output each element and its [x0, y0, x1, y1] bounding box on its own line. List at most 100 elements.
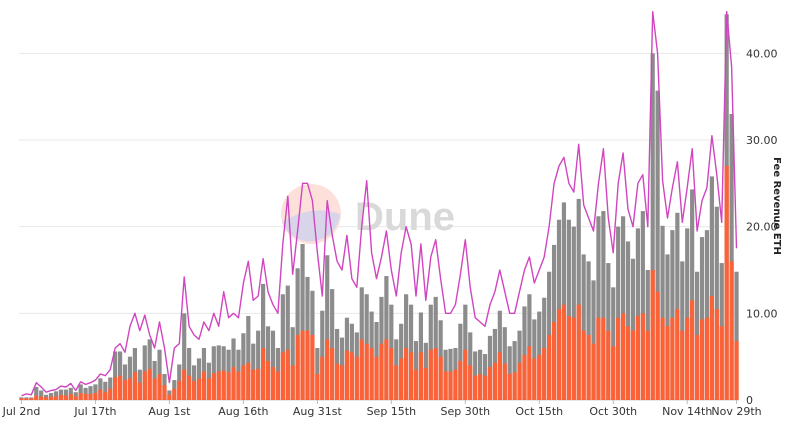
orange-bar [394, 365, 399, 400]
x-axis-ticks: Jul 2nd Jul 17th Aug 1st Aug 16th Aug 31st Se… [2, 400, 762, 418]
orange-bar [611, 346, 616, 400]
gray-bar [675, 212, 680, 400]
x-tick-label: Sep 15th [367, 405, 417, 418]
orange-bar [196, 378, 202, 400]
orange-bar [423, 367, 428, 400]
orange-bar [724, 166, 729, 400]
gray-bar [113, 351, 118, 400]
orange-bar [601, 317, 606, 400]
gray-bar [270, 330, 276, 400]
orange-bar [152, 378, 157, 400]
gray-bar [98, 378, 103, 400]
orange-bar [221, 370, 226, 400]
x-tick-label: Aug 31st [293, 405, 343, 418]
orange-bar [685, 317, 690, 400]
orange-bar [522, 354, 527, 400]
orange-bar [561, 304, 567, 400]
orange-bar [103, 392, 108, 400]
orange-bar [305, 330, 310, 400]
orange-bar [364, 343, 369, 400]
orange-bar [211, 373, 216, 400]
orange-bar [660, 317, 665, 400]
orange-bar [78, 393, 83, 400]
orange-bar [650, 270, 655, 400]
orange-bar [191, 380, 197, 400]
gray-bar [616, 226, 621, 400]
gray-bar [127, 356, 133, 400]
gray-bar [621, 216, 626, 400]
orange-bar [428, 349, 433, 400]
x-tick-label: Jul 2nd [2, 405, 41, 418]
gray-bar [576, 198, 581, 400]
orange-bar [502, 363, 507, 400]
gray-bar [53, 391, 59, 400]
orange-bar [157, 374, 162, 400]
orange-bar [487, 367, 493, 400]
orange-bar [68, 393, 73, 400]
gray-bar [384, 276, 389, 400]
orange-bar [714, 309, 719, 400]
gray-bar [290, 327, 295, 400]
orange-bar [596, 317, 601, 400]
orange-bar [389, 348, 394, 400]
orange-bar [443, 371, 448, 400]
orange-bar [29, 398, 34, 400]
orange-bar [137, 382, 142, 400]
orange-bar [261, 348, 266, 400]
orange-bar [438, 356, 443, 400]
orange-bar [542, 348, 547, 400]
gray-bar [78, 384, 83, 400]
orange-bar [339, 365, 345, 400]
orange-bar [206, 378, 211, 400]
gray-bar [325, 255, 330, 400]
x-tick-label: Aug 1st [148, 405, 191, 418]
orange-bar [315, 374, 320, 400]
orange-bar [630, 330, 636, 400]
y-tick-label: 30.00 [746, 134, 778, 147]
orange-bar [468, 365, 473, 400]
gray-bar [714, 206, 719, 400]
gray-bar [611, 287, 616, 400]
gray-bar [650, 53, 655, 400]
gray-bar [596, 216, 601, 400]
gray-bar [655, 90, 660, 400]
orange-bar [167, 394, 172, 400]
orange-bar [635, 315, 640, 400]
gray-bar [635, 228, 640, 400]
orange-bar [320, 356, 325, 400]
orange-bar [576, 304, 581, 400]
y-axis-title: Fee Revenue ETH [771, 157, 782, 255]
orange-bar [113, 377, 118, 400]
gray-bar [566, 219, 571, 400]
orange-bar [88, 393, 93, 400]
orange-bar [216, 371, 221, 400]
gray-bar [699, 237, 705, 400]
gray-bar [640, 211, 645, 400]
gray-bar [285, 285, 290, 400]
orange-bar [330, 348, 335, 400]
orange-bar [655, 291, 660, 400]
gray-bar [670, 230, 675, 400]
orange-bar [581, 330, 586, 400]
x-tick-label: Oct 15th [515, 405, 563, 418]
orange-bar [433, 348, 438, 400]
orange-bar [704, 317, 710, 400]
orange-bar [344, 350, 350, 400]
orange-bar [606, 330, 611, 400]
orange-bar [256, 368, 261, 400]
orange-bar [591, 343, 596, 400]
orange-bar [280, 352, 285, 400]
orange-bar [147, 368, 152, 400]
gray-bar [63, 389, 68, 400]
orange-bar [566, 315, 571, 400]
orange-bar [448, 371, 453, 400]
orange-bar [571, 317, 576, 400]
orange-bar [482, 375, 488, 400]
orange-bar [310, 335, 315, 400]
orange-bar [251, 369, 256, 400]
gray-bar [709, 176, 714, 400]
gray-bar [88, 386, 93, 400]
orange-bar [162, 385, 167, 400]
orange-bar [621, 313, 626, 400]
orange-bar [556, 309, 562, 400]
